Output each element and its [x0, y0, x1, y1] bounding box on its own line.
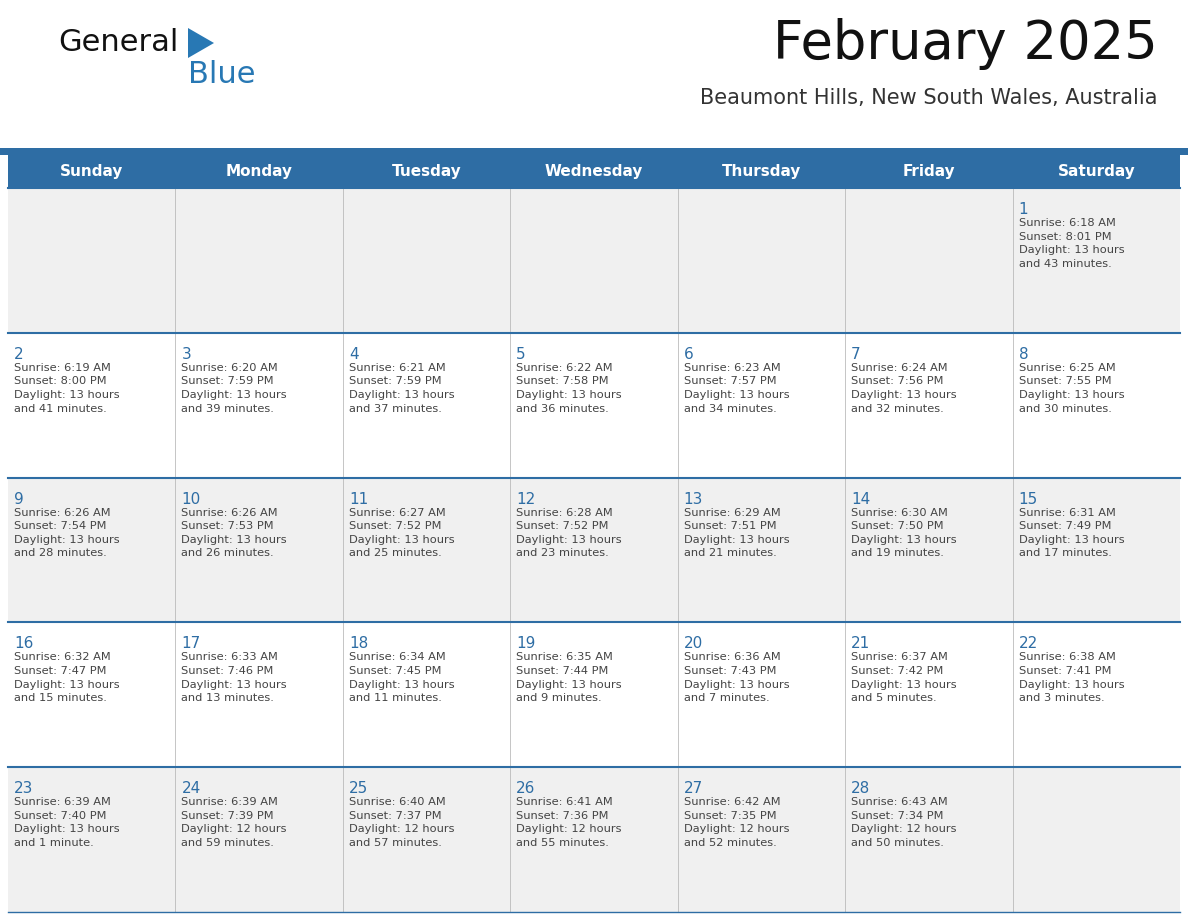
- Text: Sunrise: 6:24 AM
Sunset: 7:56 PM
Daylight: 13 hours
and 32 minutes.: Sunrise: 6:24 AM Sunset: 7:56 PM Dayligh…: [851, 363, 956, 414]
- Text: Saturday: Saturday: [1057, 164, 1136, 179]
- Text: Sunrise: 6:42 AM
Sunset: 7:35 PM
Daylight: 12 hours
and 52 minutes.: Sunrise: 6:42 AM Sunset: 7:35 PM Dayligh…: [684, 797, 789, 848]
- Text: Sunrise: 6:26 AM
Sunset: 7:53 PM
Daylight: 13 hours
and 26 minutes.: Sunrise: 6:26 AM Sunset: 7:53 PM Dayligh…: [182, 508, 287, 558]
- Text: Sunrise: 6:18 AM
Sunset: 8:01 PM
Daylight: 13 hours
and 43 minutes.: Sunrise: 6:18 AM Sunset: 8:01 PM Dayligh…: [1018, 218, 1124, 269]
- Text: 16: 16: [14, 636, 33, 652]
- Bar: [8, 767, 1180, 912]
- Bar: [8, 333, 1180, 477]
- Text: Sunrise: 6:26 AM
Sunset: 7:54 PM
Daylight: 13 hours
and 28 minutes.: Sunrise: 6:26 AM Sunset: 7:54 PM Dayligh…: [14, 508, 120, 558]
- Text: Thursday: Thursday: [722, 164, 801, 179]
- Text: Sunrise: 6:33 AM
Sunset: 7:46 PM
Daylight: 13 hours
and 13 minutes.: Sunrise: 6:33 AM Sunset: 7:46 PM Dayligh…: [182, 653, 287, 703]
- Text: Sunrise: 6:34 AM
Sunset: 7:45 PM
Daylight: 13 hours
and 11 minutes.: Sunrise: 6:34 AM Sunset: 7:45 PM Dayligh…: [349, 653, 455, 703]
- Text: 23: 23: [14, 781, 33, 796]
- Text: Tuesday: Tuesday: [392, 164, 461, 179]
- Text: Blue: Blue: [188, 60, 255, 89]
- Text: 1: 1: [1018, 202, 1028, 217]
- Text: 14: 14: [851, 492, 871, 507]
- Text: Sunrise: 6:22 AM
Sunset: 7:58 PM
Daylight: 13 hours
and 36 minutes.: Sunrise: 6:22 AM Sunset: 7:58 PM Dayligh…: [517, 363, 621, 414]
- Text: Sunrise: 6:25 AM
Sunset: 7:55 PM
Daylight: 13 hours
and 30 minutes.: Sunrise: 6:25 AM Sunset: 7:55 PM Dayligh…: [1018, 363, 1124, 414]
- Text: February 2025: February 2025: [773, 18, 1158, 70]
- Text: Sunrise: 6:43 AM
Sunset: 7:34 PM
Daylight: 12 hours
and 50 minutes.: Sunrise: 6:43 AM Sunset: 7:34 PM Dayligh…: [851, 797, 956, 848]
- Text: Sunrise: 6:35 AM
Sunset: 7:44 PM
Daylight: 13 hours
and 9 minutes.: Sunrise: 6:35 AM Sunset: 7:44 PM Dayligh…: [517, 653, 621, 703]
- Text: 10: 10: [182, 492, 201, 507]
- Text: 2: 2: [14, 347, 24, 362]
- Text: Sunrise: 6:39 AM
Sunset: 7:40 PM
Daylight: 13 hours
and 1 minute.: Sunrise: 6:39 AM Sunset: 7:40 PM Dayligh…: [14, 797, 120, 848]
- Text: 26: 26: [517, 781, 536, 796]
- Text: 15: 15: [1018, 492, 1038, 507]
- Polygon shape: [188, 28, 214, 58]
- Bar: [0, 148, 1188, 155]
- Text: 25: 25: [349, 781, 368, 796]
- Text: 12: 12: [517, 492, 536, 507]
- Bar: [8, 155, 1180, 188]
- Text: 19: 19: [517, 636, 536, 652]
- Text: 11: 11: [349, 492, 368, 507]
- Bar: [8, 188, 1180, 333]
- Bar: [8, 622, 1180, 767]
- Text: Sunrise: 6:41 AM
Sunset: 7:36 PM
Daylight: 12 hours
and 55 minutes.: Sunrise: 6:41 AM Sunset: 7:36 PM Dayligh…: [517, 797, 621, 848]
- Text: 4: 4: [349, 347, 359, 362]
- Text: Sunrise: 6:28 AM
Sunset: 7:52 PM
Daylight: 13 hours
and 23 minutes.: Sunrise: 6:28 AM Sunset: 7:52 PM Dayligh…: [517, 508, 621, 558]
- Text: 5: 5: [517, 347, 526, 362]
- Text: Wednesday: Wednesday: [545, 164, 643, 179]
- Text: 21: 21: [851, 636, 871, 652]
- Text: Sunday: Sunday: [61, 164, 124, 179]
- Text: Sunrise: 6:20 AM
Sunset: 7:59 PM
Daylight: 13 hours
and 39 minutes.: Sunrise: 6:20 AM Sunset: 7:59 PM Dayligh…: [182, 363, 287, 414]
- Text: Sunrise: 6:36 AM
Sunset: 7:43 PM
Daylight: 13 hours
and 7 minutes.: Sunrise: 6:36 AM Sunset: 7:43 PM Dayligh…: [684, 653, 789, 703]
- Text: 13: 13: [684, 492, 703, 507]
- Text: 17: 17: [182, 636, 201, 652]
- Text: Sunrise: 6:23 AM
Sunset: 7:57 PM
Daylight: 13 hours
and 34 minutes.: Sunrise: 6:23 AM Sunset: 7:57 PM Dayligh…: [684, 363, 789, 414]
- Text: Sunrise: 6:27 AM
Sunset: 7:52 PM
Daylight: 13 hours
and 25 minutes.: Sunrise: 6:27 AM Sunset: 7:52 PM Dayligh…: [349, 508, 455, 558]
- Text: 8: 8: [1018, 347, 1028, 362]
- Text: 22: 22: [1018, 636, 1038, 652]
- Text: 28: 28: [851, 781, 871, 796]
- Bar: [8, 477, 1180, 622]
- Text: 24: 24: [182, 781, 201, 796]
- Text: 20: 20: [684, 636, 703, 652]
- Text: 7: 7: [851, 347, 861, 362]
- Text: 27: 27: [684, 781, 703, 796]
- Text: Sunrise: 6:39 AM
Sunset: 7:39 PM
Daylight: 12 hours
and 59 minutes.: Sunrise: 6:39 AM Sunset: 7:39 PM Dayligh…: [182, 797, 287, 848]
- Text: Sunrise: 6:40 AM
Sunset: 7:37 PM
Daylight: 12 hours
and 57 minutes.: Sunrise: 6:40 AM Sunset: 7:37 PM Dayligh…: [349, 797, 454, 848]
- Text: Sunrise: 6:38 AM
Sunset: 7:41 PM
Daylight: 13 hours
and 3 minutes.: Sunrise: 6:38 AM Sunset: 7:41 PM Dayligh…: [1018, 653, 1124, 703]
- Text: 3: 3: [182, 347, 191, 362]
- Text: 6: 6: [684, 347, 694, 362]
- Text: Sunrise: 6:31 AM
Sunset: 7:49 PM
Daylight: 13 hours
and 17 minutes.: Sunrise: 6:31 AM Sunset: 7:49 PM Dayligh…: [1018, 508, 1124, 558]
- Text: 18: 18: [349, 636, 368, 652]
- Text: 9: 9: [14, 492, 24, 507]
- Text: Sunrise: 6:19 AM
Sunset: 8:00 PM
Daylight: 13 hours
and 41 minutes.: Sunrise: 6:19 AM Sunset: 8:00 PM Dayligh…: [14, 363, 120, 414]
- Text: Sunrise: 6:21 AM
Sunset: 7:59 PM
Daylight: 13 hours
and 37 minutes.: Sunrise: 6:21 AM Sunset: 7:59 PM Dayligh…: [349, 363, 455, 414]
- Text: Friday: Friday: [903, 164, 955, 179]
- Text: Sunrise: 6:37 AM
Sunset: 7:42 PM
Daylight: 13 hours
and 5 minutes.: Sunrise: 6:37 AM Sunset: 7:42 PM Dayligh…: [851, 653, 956, 703]
- Text: Monday: Monday: [226, 164, 292, 179]
- Text: Sunrise: 6:29 AM
Sunset: 7:51 PM
Daylight: 13 hours
and 21 minutes.: Sunrise: 6:29 AM Sunset: 7:51 PM Dayligh…: [684, 508, 789, 558]
- Text: Sunrise: 6:30 AM
Sunset: 7:50 PM
Daylight: 13 hours
and 19 minutes.: Sunrise: 6:30 AM Sunset: 7:50 PM Dayligh…: [851, 508, 956, 558]
- Text: General: General: [58, 28, 178, 57]
- Text: Sunrise: 6:32 AM
Sunset: 7:47 PM
Daylight: 13 hours
and 15 minutes.: Sunrise: 6:32 AM Sunset: 7:47 PM Dayligh…: [14, 653, 120, 703]
- Text: Beaumont Hills, New South Wales, Australia: Beaumont Hills, New South Wales, Austral…: [701, 88, 1158, 108]
